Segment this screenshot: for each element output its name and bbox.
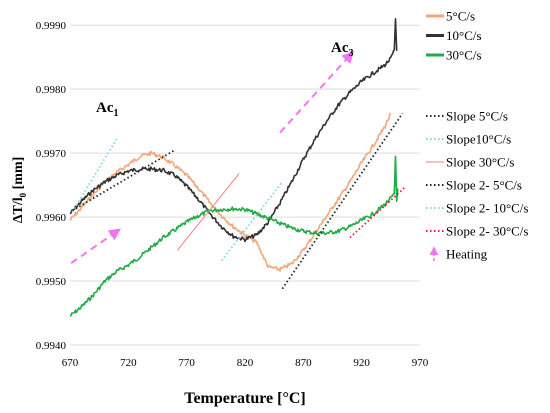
legend-item: Slope10°C/s [426,132,511,147]
y-tick-labels: 0.9940 0.9950 0.9960 0.9970 0.9980 0.9990 [36,20,67,352]
legend-label: Slope 2- 5°C/s [446,178,522,193]
legend-label: Heating [446,247,488,262]
ac1-main: Ac [96,100,114,116]
series-1-line [69,18,398,243]
legend-item: 10°C/s [426,28,482,43]
legend-item: Slope 5°C/s [426,109,508,124]
series-0-line [69,112,391,272]
series-8-line [349,185,407,239]
grid-lines [70,24,420,346]
x-tick-label: 770 [178,357,195,369]
ac3-annotation: Ac3 [331,40,354,59]
series-7-line [220,181,284,262]
series-3-line [71,149,176,212]
legend-label: 5°C/s [446,9,475,24]
y-tick-label: 0.9940 [36,340,67,352]
legend-label: Slope 5°C/s [446,109,508,124]
y-axis-label-unit: [mm] [11,157,26,193]
y-axis-label-main: ΔT/l [11,197,26,223]
y-axis-label-sub: 0 [18,192,28,197]
series-6-line [281,112,404,290]
legend-item: Slope 2- 30°C/s [426,224,528,239]
legend-item: Slope 30°C/s [426,155,514,170]
series-5-line [176,173,240,251]
x-axis-label: Temperature [°C] [184,390,305,407]
legend-item: Slope 2- 10°C/s [426,201,528,216]
x-tick-label: 920 [353,357,370,369]
x-tick-label: 720 [120,357,137,369]
x-tick-labels: 670 720 770 820 870 920 970 [62,357,429,369]
x-tick-label: 870 [295,357,312,369]
ac1-annotation: Ac1 [96,100,119,119]
series-4-line [71,138,118,213]
legend-item: Heating [429,246,488,262]
legend-item: Slope 2- 5°C/s [426,178,522,193]
legend-label: 30°C/s [446,48,482,63]
heating-arrow-1 [279,50,354,134]
ac3-sub: 3 [349,48,354,59]
ac1-sub: 1 [114,108,119,119]
y-axis-label: ΔT/l0 [mm] [11,157,28,224]
series-layer [69,18,407,317]
legend-label: Slope 2- 30°C/s [446,224,528,239]
series-2-line [69,155,399,317]
y-tick-label: 0.9960 [36,212,67,224]
legend-label: Slope10°C/s [446,132,511,147]
x-tick-label: 970 [412,357,429,369]
y-tick-label: 0.9980 [36,84,67,96]
legend-label: Slope 30°C/s [446,155,514,170]
x-tick-label: 670 [62,357,79,369]
legend: 5°C/s 10°C/s 30°C/s Slope 5°C/s Slope10°C/s S… [426,9,528,262]
legend-label: Slope 2- 10°C/s [446,201,528,216]
y-tick-label: 0.9950 [36,276,67,288]
legend-item: 5°C/s [426,9,475,24]
x-tick-label: 820 [237,357,254,369]
legend-item: 30°C/s [426,48,482,63]
legend-label: 10°C/s [446,28,482,43]
y-tick-label: 0.9970 [36,148,67,160]
heating-arrow-0 [70,228,121,264]
ac3-main: Ac [331,40,349,56]
y-tick-label: 0.9990 [36,20,67,32]
